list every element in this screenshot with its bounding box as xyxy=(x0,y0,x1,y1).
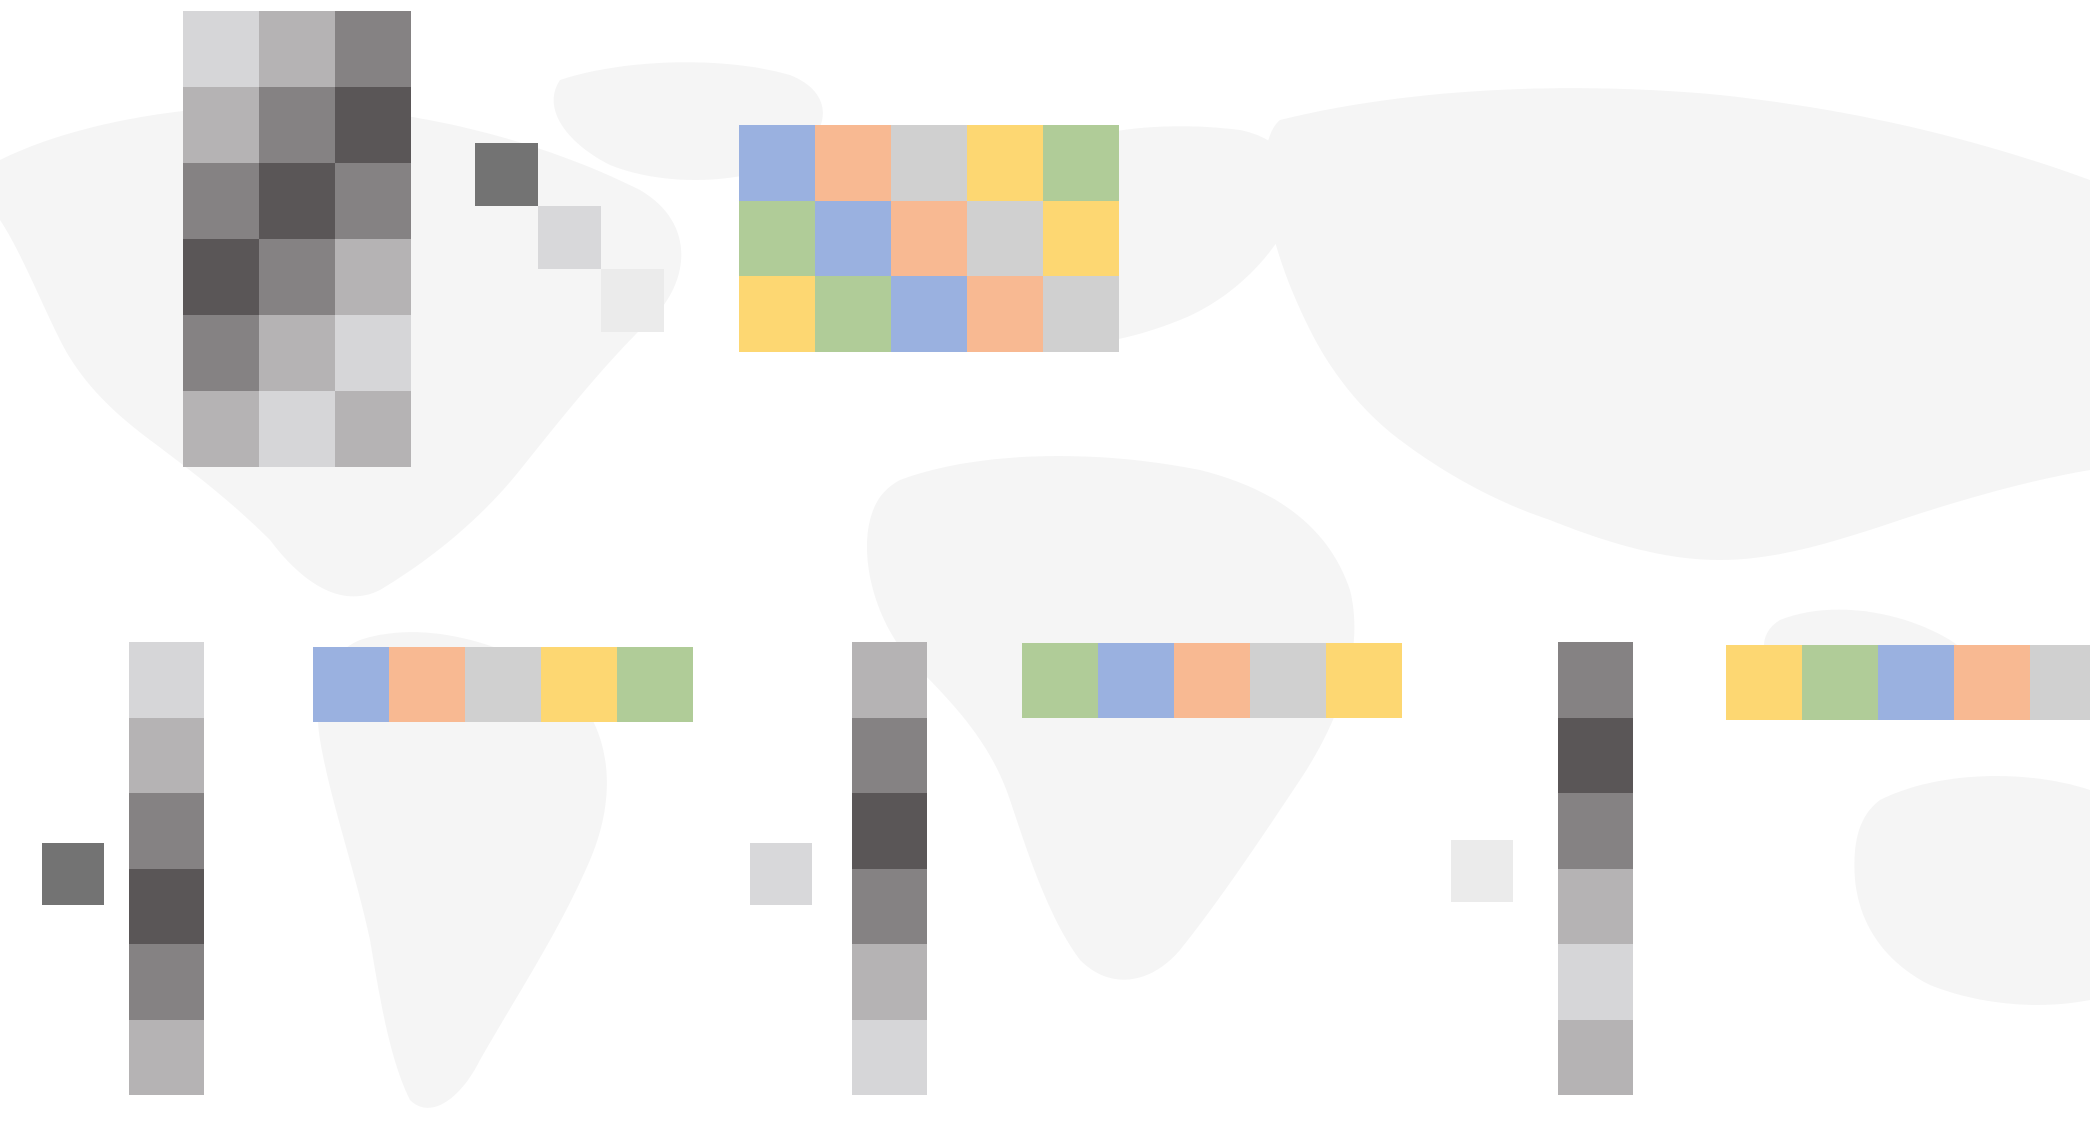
rank-one-column-cell xyxy=(1558,793,1633,869)
u-matrix-cell xyxy=(259,163,335,239)
v-matrix-cell xyxy=(815,125,891,201)
rank-one-column-cell xyxy=(1558,868,1633,944)
australia-shape xyxy=(1854,776,2090,1005)
rank-one-column-cell xyxy=(129,944,204,1020)
rank-one-column-cell xyxy=(129,642,204,718)
u-matrix-cell xyxy=(183,87,259,163)
rank-one-row-cell xyxy=(1098,643,1174,718)
rank-one-row-cell xyxy=(1174,643,1250,718)
v-matrix-cell xyxy=(1043,276,1119,352)
u-matrix-cell xyxy=(183,239,259,315)
rank-one-row-cell xyxy=(1954,645,2030,720)
rank-one-row-cell xyxy=(313,647,389,722)
u-matrix-cell xyxy=(335,239,411,315)
v-matrix-cell xyxy=(739,125,815,201)
rank-one-row-cell xyxy=(2030,645,2090,720)
u-matrix-cell xyxy=(183,11,259,87)
u-matrix-cell xyxy=(335,87,411,163)
v-matrix-cell xyxy=(891,276,967,352)
u-matrix-cell xyxy=(183,391,259,467)
rank-one-scalar-cell xyxy=(1451,840,1513,902)
rank-one-column-cell xyxy=(852,868,927,944)
u-matrix-cell xyxy=(259,87,335,163)
u-matrix-cell xyxy=(259,11,335,87)
u-matrix-cell xyxy=(335,11,411,87)
rank-one-column-cell xyxy=(129,717,204,793)
rank-one-column-cell xyxy=(129,1019,204,1095)
sigma-diagonal-cell xyxy=(475,143,538,206)
u-matrix-cell xyxy=(335,391,411,467)
v-matrix-cell xyxy=(815,200,891,276)
u-matrix-cell xyxy=(259,391,335,467)
v-matrix-cell xyxy=(967,125,1043,201)
rank-one-column-cell xyxy=(1558,642,1633,718)
rank-one-column-cell xyxy=(1558,717,1633,793)
v-matrix-cell xyxy=(891,125,967,201)
rank-one-row-cell xyxy=(617,647,693,722)
v-matrix-cell xyxy=(1043,125,1119,201)
asia-shape xyxy=(1264,88,2090,561)
v-matrix-cell xyxy=(739,200,815,276)
rank-one-column-cell xyxy=(852,793,927,869)
u-matrix-cell xyxy=(335,315,411,391)
rank-one-row-cell xyxy=(1022,643,1098,718)
rank-one-column-cell xyxy=(1558,1019,1633,1095)
v-matrix-cell xyxy=(1043,200,1119,276)
rank-one-row-cell xyxy=(1250,643,1326,718)
v-matrix-cell xyxy=(967,200,1043,276)
sigma-diagonal-cell xyxy=(538,206,601,269)
rank-one-scalar-cell xyxy=(42,843,104,905)
rank-one-column-cell xyxy=(129,793,204,869)
rank-one-column-cell xyxy=(1558,944,1633,1020)
u-matrix-cell xyxy=(183,315,259,391)
rank-one-column-cell xyxy=(852,642,927,718)
rank-one-scalar-cell xyxy=(750,843,812,905)
v-matrix-cell xyxy=(815,276,891,352)
rank-one-column-cell xyxy=(129,868,204,944)
v-matrix-cell xyxy=(739,276,815,352)
rank-one-row-cell xyxy=(1326,643,1402,718)
rank-one-row-cell xyxy=(1726,645,1802,720)
rank-one-row-cell xyxy=(465,647,541,722)
rank-one-column-cell xyxy=(852,717,927,793)
rank-one-row-cell xyxy=(389,647,465,722)
rank-one-column-cell xyxy=(852,1019,927,1095)
rank-one-row-cell xyxy=(1878,645,1954,720)
rank-one-row-cell xyxy=(541,647,617,722)
v-matrix-cell xyxy=(967,276,1043,352)
south-america-shape xyxy=(317,632,607,1108)
rank-one-row-cell xyxy=(1802,645,1878,720)
v-matrix-cell xyxy=(891,200,967,276)
sigma-diagonal-cell xyxy=(601,269,664,332)
u-matrix-cell xyxy=(259,239,335,315)
rank-one-column-cell xyxy=(852,944,927,1020)
u-matrix-cell xyxy=(259,315,335,391)
u-matrix-cell xyxy=(183,163,259,239)
u-matrix-cell xyxy=(335,163,411,239)
